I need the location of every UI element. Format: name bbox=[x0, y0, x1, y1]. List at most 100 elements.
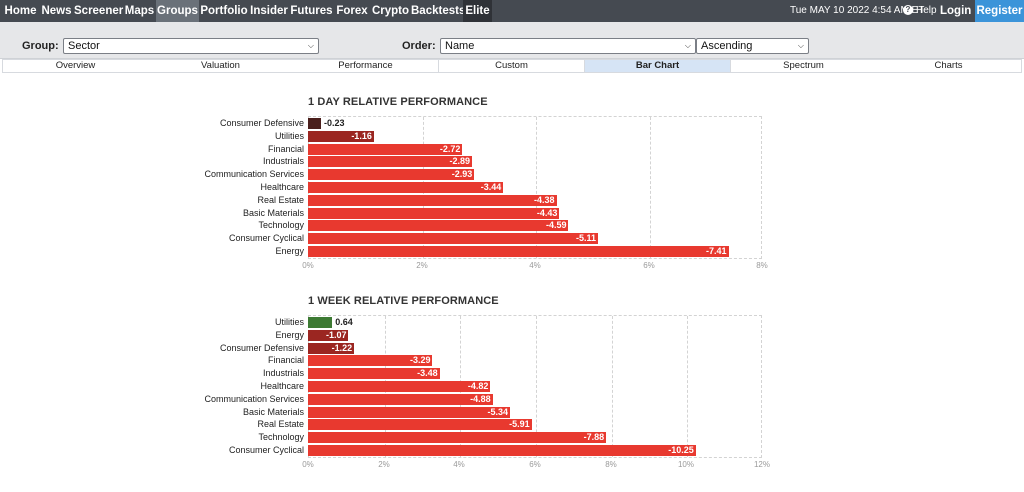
tab-valuation[interactable]: Valuation bbox=[148, 59, 294, 73]
tab-overview[interactable]: Overview bbox=[2, 59, 149, 73]
category-label: Communication Services bbox=[204, 393, 304, 404]
nav-item-backtests[interactable]: Backtests bbox=[411, 5, 466, 17]
bar[interactable]: -3.48 bbox=[308, 368, 440, 380]
bar[interactable]: -3.29 bbox=[308, 355, 433, 367]
x-tick-label: 2% bbox=[416, 261, 428, 270]
x-tick-label: 4% bbox=[529, 261, 541, 270]
bar[interactable]: -5.91 bbox=[308, 419, 532, 431]
category-label: Real Estate bbox=[257, 194, 304, 205]
bar-value-label: -1.16 bbox=[351, 130, 372, 141]
nav-item-insider[interactable]: Insider bbox=[250, 5, 288, 17]
category-label: Financial bbox=[267, 355, 304, 366]
bar-value-label: -5.34 bbox=[487, 406, 509, 417]
x-tick-label: 4% bbox=[453, 460, 465, 469]
bar-value-label: -5.11 bbox=[575, 233, 596, 244]
nav-item-groups[interactable]: Groups bbox=[156, 0, 199, 22]
category-label: Industrials bbox=[262, 156, 304, 167]
chart-title: 1 DAY RELATIVE PERFORMANCE bbox=[308, 96, 488, 108]
order-label: Order: bbox=[402, 40, 436, 52]
nav-item-forex[interactable]: Forex bbox=[336, 5, 368, 17]
bar[interactable]: -10.25 bbox=[308, 445, 696, 456]
tab-spectrum[interactable]: Spectrum bbox=[731, 59, 877, 73]
gridline bbox=[536, 117, 537, 258]
bar[interactable]: -4.88 bbox=[308, 393, 493, 405]
bar-value-label: -7.41 bbox=[706, 246, 727, 256]
bar-value-label: -3.44 bbox=[480, 182, 502, 192]
order-select-value: Name bbox=[445, 40, 475, 52]
bar-value-label: -4.38 bbox=[534, 194, 555, 205]
chevron-down-icon: ⌵ bbox=[307, 41, 314, 50]
bar-value-label: -1.07 bbox=[325, 329, 347, 340]
category-label: Basic Materials bbox=[242, 207, 304, 218]
register-button[interactable]: Register bbox=[975, 0, 1024, 22]
nav-item-screener[interactable]: Screener bbox=[74, 5, 124, 17]
tab-charts[interactable]: Charts bbox=[876, 59, 1022, 73]
gridline bbox=[687, 316, 688, 457]
nav-item-home[interactable]: Home bbox=[4, 5, 37, 17]
bar[interactable]: -3.44 bbox=[308, 182, 504, 193]
x-tick-label: 10% bbox=[677, 460, 694, 469]
bar[interactable]: -2.72 bbox=[308, 143, 463, 155]
bar[interactable]: -4.38 bbox=[308, 194, 557, 206]
bar-value-label: -2.72 bbox=[439, 143, 461, 154]
bar[interactable]: 0.64 bbox=[308, 317, 353, 328]
group-select[interactable]: Sector ⌵ bbox=[63, 38, 319, 54]
bar-value-label: -4.88 bbox=[470, 393, 491, 404]
nav-item-crypto[interactable]: Crypto bbox=[371, 5, 410, 17]
tab-custom[interactable]: Custom bbox=[439, 59, 585, 73]
nav-item-futures[interactable]: Futures bbox=[290, 5, 333, 17]
tab-bar-chart[interactable]: Bar Chart bbox=[585, 59, 731, 73]
bar-value-label: -2.89 bbox=[449, 156, 470, 167]
bar[interactable]: -7.41 bbox=[308, 246, 729, 257]
x-tick-label: 8% bbox=[605, 460, 617, 469]
category-label: Consumer Cyclical bbox=[228, 233, 304, 244]
view-tabs: Overview Valuation Performance Custom Bar Ch… bbox=[2, 59, 1022, 73]
category-label: Utilities bbox=[274, 130, 304, 141]
nav-item-news[interactable]: News bbox=[41, 5, 72, 17]
order-select[interactable]: Name ⌵ bbox=[440, 38, 696, 54]
bar[interactable]: -5.34 bbox=[308, 406, 511, 418]
bar[interactable]: -0.23 bbox=[308, 118, 345, 129]
x-tick-label: 0% bbox=[302, 460, 314, 469]
bar[interactable]: -4.82 bbox=[308, 381, 491, 392]
direction-select-value: Ascending bbox=[701, 40, 753, 52]
category-label: Utilities bbox=[274, 317, 304, 327]
bar[interactable]: -1.07 bbox=[308, 329, 349, 341]
nav-item-portfolio[interactable]: Portfolio bbox=[200, 5, 248, 17]
bar-value-label: -3.48 bbox=[417, 368, 438, 379]
bar-value-label: -1.22 bbox=[331, 342, 353, 353]
bar-value-label: -7.88 bbox=[583, 432, 605, 443]
category-label: Consumer Cyclical bbox=[228, 445, 304, 455]
direction-select[interactable]: Ascending ⌵ bbox=[696, 38, 809, 54]
login-link[interactable]: Login bbox=[940, 5, 972, 17]
category-label: Industrials bbox=[262, 368, 304, 379]
help-link[interactable]: ? Help bbox=[903, 0, 937, 22]
nav-item-elite[interactable]: Elite bbox=[463, 0, 492, 22]
gridline bbox=[650, 117, 651, 258]
bar-value-label: -4.43 bbox=[536, 207, 558, 218]
datetime: Tue MAY 10 2022 4:54 AM ET bbox=[790, 5, 925, 16]
bar[interactable]: -1.22 bbox=[308, 342, 355, 354]
bar[interactable]: -5.11 bbox=[308, 233, 598, 245]
question-icon: ? bbox=[903, 5, 913, 16]
bar[interactable]: -4.43 bbox=[308, 207, 560, 219]
bar[interactable]: -1.16 bbox=[308, 130, 374, 142]
bar[interactable]: -2.93 bbox=[308, 169, 475, 181]
x-tick-label: 12% bbox=[753, 460, 770, 469]
bar[interactable]: -2.89 bbox=[308, 156, 472, 168]
tab-performance[interactable]: Performance bbox=[293, 59, 439, 73]
x-tick-label: 6% bbox=[529, 460, 541, 469]
bar-value-label: -0.23 bbox=[324, 118, 345, 128]
bar-value-label: -4.59 bbox=[545, 220, 567, 231]
bar[interactable]: -7.88 bbox=[308, 432, 607, 444]
category-label: Healthcare bbox=[260, 182, 304, 192]
category-label: Consumer Defensive bbox=[219, 342, 304, 353]
bar[interactable]: -4.59 bbox=[308, 220, 569, 232]
bar-value-label: 0.64 bbox=[335, 317, 353, 327]
bar-value-label: -4.82 bbox=[467, 381, 489, 391]
x-tick-label: 0% bbox=[302, 261, 314, 270]
top-navigation: Home News Screener Maps Groups Portfolio Insid… bbox=[0, 0, 1024, 22]
x-tick-label: 6% bbox=[643, 261, 655, 270]
nav-item-maps[interactable]: Maps bbox=[124, 5, 155, 17]
bar-value-label: -2.93 bbox=[451, 169, 473, 180]
